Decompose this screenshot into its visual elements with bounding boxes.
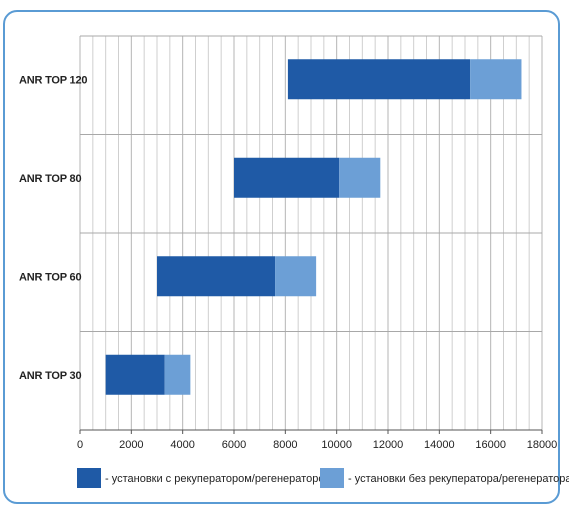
bar-with-recuperator (105, 354, 165, 395)
x-tick-label: 10000 (321, 439, 352, 451)
bar-with-recuperator (157, 256, 276, 297)
x-tick-label: 8000 (273, 439, 297, 451)
bar-without-recuperator (339, 157, 381, 198)
category-label: ANR TOP 80 (19, 173, 81, 185)
x-tick-label: 2000 (119, 439, 143, 451)
x-tick-label: 0 (77, 439, 83, 451)
bar-without-recuperator (275, 256, 317, 297)
x-tick-label: 14000 (424, 439, 455, 451)
category-label: ANR TOP 30 (19, 370, 81, 382)
bar-with-recuperator (287, 59, 471, 100)
category-label: ANR TOP 60 (19, 271, 81, 283)
legend-swatch-without-recuperator (320, 468, 344, 488)
x-tick-label: 12000 (373, 439, 404, 451)
bar-without-recuperator (164, 354, 191, 395)
category-label: ANR TOP 120 (19, 74, 87, 86)
x-axis: 0 2000 4000 6000 8000 10000 12000 14000 16000 180… (77, 429, 558, 451)
x-tick-label: 6000 (222, 439, 246, 451)
x-tick-label: 18000 (527, 439, 558, 451)
x-tick-label: 4000 (170, 439, 194, 451)
category-labels: ANR TOP 120 ANR TOP 80 ANR TOP 60 ANR TOP 3… (19, 74, 88, 382)
bars (105, 59, 522, 395)
bar-with-recuperator (234, 157, 340, 198)
legend: - установки с рекуператором/регенераторо… (77, 468, 569, 488)
legend-label-with-recuperator: - установки с рекуператором/регенераторо… (105, 473, 332, 485)
legend-label-without-recuperator: - установки без рекуператора/регенератор… (348, 473, 569, 485)
legend-swatch-with-recuperator (77, 468, 101, 488)
bar-without-recuperator (470, 59, 522, 100)
x-tick-label: 16000 (475, 439, 506, 451)
